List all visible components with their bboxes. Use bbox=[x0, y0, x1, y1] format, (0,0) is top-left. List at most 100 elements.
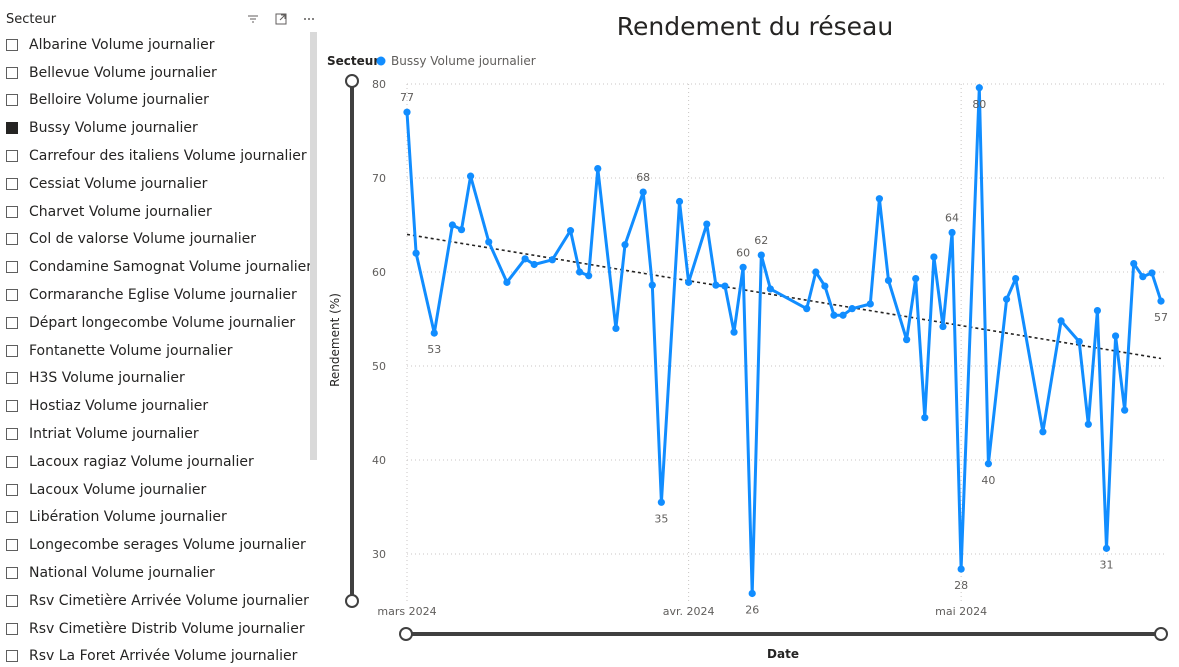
slicer-checkbox[interactable] bbox=[6, 428, 18, 441]
slicer-item[interactable]: Départ longecombe Volume journalier bbox=[0, 309, 310, 337]
slicer-checkbox[interactable] bbox=[6, 344, 18, 357]
data-point bbox=[766, 285, 774, 293]
data-point bbox=[448, 221, 457, 229]
data-point bbox=[1121, 406, 1129, 414]
data-point bbox=[939, 322, 947, 331]
data-label: 31 bbox=[1099, 558, 1113, 571]
data-point bbox=[1148, 269, 1156, 277]
data-point bbox=[1075, 337, 1083, 346]
slicer-checkbox[interactable] bbox=[6, 622, 18, 635]
slicer-checkbox[interactable] bbox=[6, 650, 18, 663]
slicer-checkbox[interactable] bbox=[6, 511, 18, 524]
slicer-checkbox[interactable] bbox=[6, 539, 18, 552]
trend-line bbox=[406, 233, 1162, 360]
slicer-item-label: Albarine Volume journalier bbox=[29, 36, 215, 53]
data-point bbox=[703, 220, 711, 228]
slicer-item[interactable]: Lacoux ragiaz Volume journalier bbox=[0, 448, 310, 476]
slicer-item[interactable]: Lacoux Volume journalier bbox=[0, 476, 310, 504]
slicer-item[interactable]: Carrefour des italiens Volume journalier bbox=[0, 142, 310, 170]
data-label: 62 bbox=[754, 234, 768, 247]
data-point bbox=[1157, 297, 1165, 305]
y-tick-label: 70 bbox=[372, 172, 386, 185]
slicer-item[interactable]: Rsv Cimetière Distrib Volume journalier bbox=[0, 615, 310, 643]
data-point bbox=[1102, 544, 1111, 552]
slicer-checkbox[interactable] bbox=[6, 233, 18, 246]
slicer-checkbox[interactable] bbox=[6, 261, 18, 274]
data-point bbox=[621, 241, 629, 249]
data-point bbox=[821, 282, 829, 290]
slicer-item-label: Carrefour des italiens Volume journalier bbox=[29, 148, 307, 165]
x-zoom-slider[interactable] bbox=[399, 627, 1168, 641]
data-point bbox=[739, 263, 747, 271]
data-label: 28 bbox=[954, 579, 968, 592]
slicer-item[interactable]: H3S Volume journalier bbox=[0, 365, 310, 393]
y-zoom-handle-top[interactable] bbox=[345, 74, 359, 88]
slicer-item[interactable]: Albarine Volume journalier bbox=[0, 31, 310, 59]
slicer-checkbox[interactable] bbox=[6, 567, 18, 580]
data-point bbox=[1039, 428, 1047, 436]
data-point bbox=[1093, 306, 1102, 315]
slicer-item[interactable]: Cessiat Volume journalier bbox=[0, 170, 310, 198]
data-point bbox=[866, 300, 874, 308]
data-point bbox=[748, 589, 756, 598]
legend-label[interactable]: Bussy Volume journalier bbox=[391, 54, 536, 68]
slicer-checkbox[interactable] bbox=[6, 316, 18, 329]
slicer-item-label: Départ longecombe Volume journalier bbox=[29, 314, 296, 331]
slicer-item[interactable]: Libération Volume journalier bbox=[0, 504, 310, 532]
data-point bbox=[912, 274, 920, 283]
slicer-checkbox[interactable] bbox=[6, 150, 18, 163]
slicer-item[interactable]: Charvet Volume journalier bbox=[0, 198, 310, 226]
slicer-item[interactable]: National Volume journalier bbox=[0, 559, 310, 587]
slicer-checkbox[interactable] bbox=[6, 38, 18, 51]
slicer-checkbox[interactable] bbox=[6, 205, 18, 218]
slicer-scrollbar[interactable] bbox=[310, 32, 317, 460]
slicer-item[interactable]: Col de valorse Volume journalier bbox=[0, 226, 310, 254]
data-point bbox=[576, 268, 584, 276]
slicer-item-label: Cessiat Volume journalier bbox=[29, 175, 208, 192]
slicer-checkbox[interactable] bbox=[6, 177, 18, 190]
data-points bbox=[403, 84, 1165, 598]
focus-mode-icon[interactable] bbox=[273, 11, 289, 27]
x-zoom-handle-left[interactable] bbox=[399, 627, 413, 641]
data-label: 68 bbox=[636, 171, 650, 184]
slicer-checkbox[interactable] bbox=[6, 66, 18, 79]
x-axis-title: Date bbox=[767, 647, 799, 661]
slicer-item-label: Hostiaz Volume journalier bbox=[29, 398, 209, 415]
slicer-checkbox[interactable] bbox=[6, 483, 18, 496]
data-label: 64 bbox=[945, 212, 959, 225]
slicer-item[interactable]: Belloire Volume journalier bbox=[0, 87, 310, 115]
slicer-item-label: Cormaranche Eglise Volume journalier bbox=[29, 287, 297, 304]
slicer-checkbox[interactable] bbox=[6, 455, 18, 468]
y-zoom-slider[interactable] bbox=[345, 74, 359, 608]
slicer-item[interactable]: Intriat Volume journalier bbox=[0, 420, 310, 448]
slicer-item[interactable]: Bussy Volume journalier bbox=[0, 114, 310, 142]
slicer-item-label: Charvet Volume journalier bbox=[29, 203, 212, 220]
data-label: 57 bbox=[1154, 311, 1168, 324]
slicer-checkbox[interactable] bbox=[6, 372, 18, 385]
more-options-icon[interactable] bbox=[301, 11, 317, 27]
data-point bbox=[403, 108, 411, 116]
y-zoom-handle-bottom[interactable] bbox=[345, 594, 359, 608]
line-chart: Rendement du réseau Secteur Bussy Volume… bbox=[327, 12, 1168, 661]
data-label: 80 bbox=[972, 98, 986, 111]
slicer-item[interactable]: Longecombe serages Volume journalier bbox=[0, 531, 310, 559]
slicer-item[interactable]: Bellevue Volume journalier bbox=[0, 59, 310, 87]
y-tick-label: 30 bbox=[372, 548, 386, 561]
slicer-item[interactable]: Hostiaz Volume journalier bbox=[0, 392, 310, 420]
slicer-item[interactable]: Condamine Samognat Volume journalier bbox=[0, 253, 310, 281]
series-line[interactable] bbox=[405, 86, 1163, 595]
x-zoom-handle-right[interactable] bbox=[1154, 627, 1168, 641]
slicer-checkbox[interactable] bbox=[6, 400, 18, 413]
slicer-item[interactable]: Rsv La Foret Arrivée Volume journalier bbox=[0, 643, 310, 667]
slicer-item[interactable]: Rsv Cimetière Arrivée Volume journalier bbox=[0, 587, 310, 615]
slicer-item[interactable]: Fontanette Volume journalier bbox=[0, 337, 310, 365]
slicer-item[interactable]: Cormaranche Eglise Volume journalier bbox=[0, 281, 310, 309]
slicer-checkbox[interactable] bbox=[6, 594, 18, 607]
slicer-checkbox[interactable] bbox=[6, 94, 18, 107]
data-point bbox=[466, 172, 475, 180]
filter-icon[interactable] bbox=[245, 11, 261, 27]
slicer-checkbox[interactable] bbox=[6, 289, 18, 302]
data-point bbox=[930, 253, 938, 261]
slicer-checkbox[interactable] bbox=[6, 122, 18, 135]
data-point bbox=[975, 84, 983, 92]
